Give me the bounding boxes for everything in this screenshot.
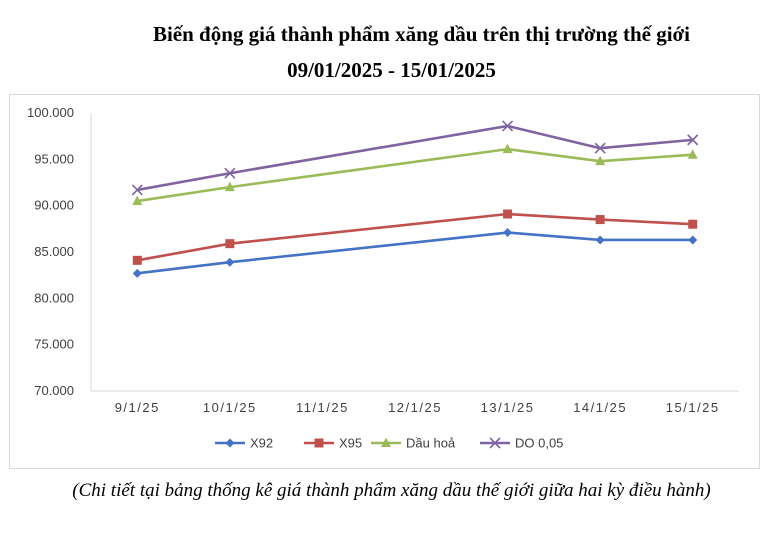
y-tick-label: 80.000	[34, 290, 74, 305]
data-point-d-u-ho-	[687, 149, 698, 159]
legend-marker-x95	[314, 438, 324, 448]
x-tick-label: 14/1/25	[573, 400, 627, 415]
x-tick-label: 9/1/25	[115, 400, 160, 415]
data-point-x92	[132, 268, 142, 278]
legend-label-d-u-ho-: Dầu hoả	[406, 436, 456, 451]
y-tick-label: 95.000	[34, 151, 74, 166]
data-point-d-u-ho-	[502, 143, 513, 154]
x-tick-label: 11/1/25	[296, 400, 349, 415]
data-point-x92	[595, 235, 605, 245]
data-point-do-0-05	[502, 120, 514, 132]
data-point-x92	[503, 228, 513, 238]
data-point-do-0-05	[224, 167, 236, 179]
chart-date-range: 09/01/2025 - 15/01/2025	[287, 58, 496, 82]
data-point-x95	[688, 219, 698, 229]
x-tick-label: 12/1/25	[388, 400, 442, 415]
data-point-x95	[225, 239, 235, 249]
data-point-do-0-05	[687, 134, 699, 146]
y-tick-label: 75.000	[34, 337, 74, 352]
data-point-d-u-ho-	[595, 155, 606, 166]
x-tick-label: 13/1/25	[481, 400, 535, 415]
line-chart: 70.000 75.000 80.000 85.000 90.000 95.000 100.…	[27, 105, 739, 451]
chart-title: Biến động giá thành phẩm xăng dầu trên t…	[152, 22, 691, 46]
legend-marker-d-u-ho-	[381, 437, 391, 447]
legend-label-x92: X92	[250, 436, 273, 451]
series-line-x92	[137, 231, 693, 275]
legend-label-do-0-05: DO 0,05	[515, 436, 563, 451]
data-point-x95	[503, 209, 513, 219]
legend-marker-x92	[225, 438, 235, 448]
data-point-x92	[225, 257, 235, 267]
data-point-x95	[132, 255, 142, 265]
data-point-do-0-05	[594, 142, 606, 154]
x-tick-label: 15/1/25	[666, 400, 720, 415]
data-point-d-u-ho-	[224, 181, 235, 192]
data-point-x92	[688, 235, 698, 245]
series-line-do-0-05	[137, 124, 693, 192]
y-tick-label: 85.000	[34, 244, 74, 259]
series-line-x95	[137, 212, 693, 262]
y-tick-label: 90.000	[34, 198, 74, 213]
y-tick-label: 70.000	[34, 383, 74, 398]
data-point-x95	[595, 215, 605, 225]
legend-marker-do-0-05	[489, 437, 501, 449]
chart-caption: (Chi tiết tại bảng thống kê giá thành ph…	[72, 480, 711, 501]
data-point-d-u-ho-	[132, 195, 143, 206]
x-tick-label: 10/1/25	[203, 400, 257, 415]
chart-frame: 70.000 75.000 80.000 85.000 90.000 95.000 100.…	[9, 94, 760, 469]
data-point-do-0-05	[131, 184, 143, 196]
legend-label-x95: X95	[339, 436, 362, 451]
y-tick-label: 100.000	[27, 105, 74, 120]
